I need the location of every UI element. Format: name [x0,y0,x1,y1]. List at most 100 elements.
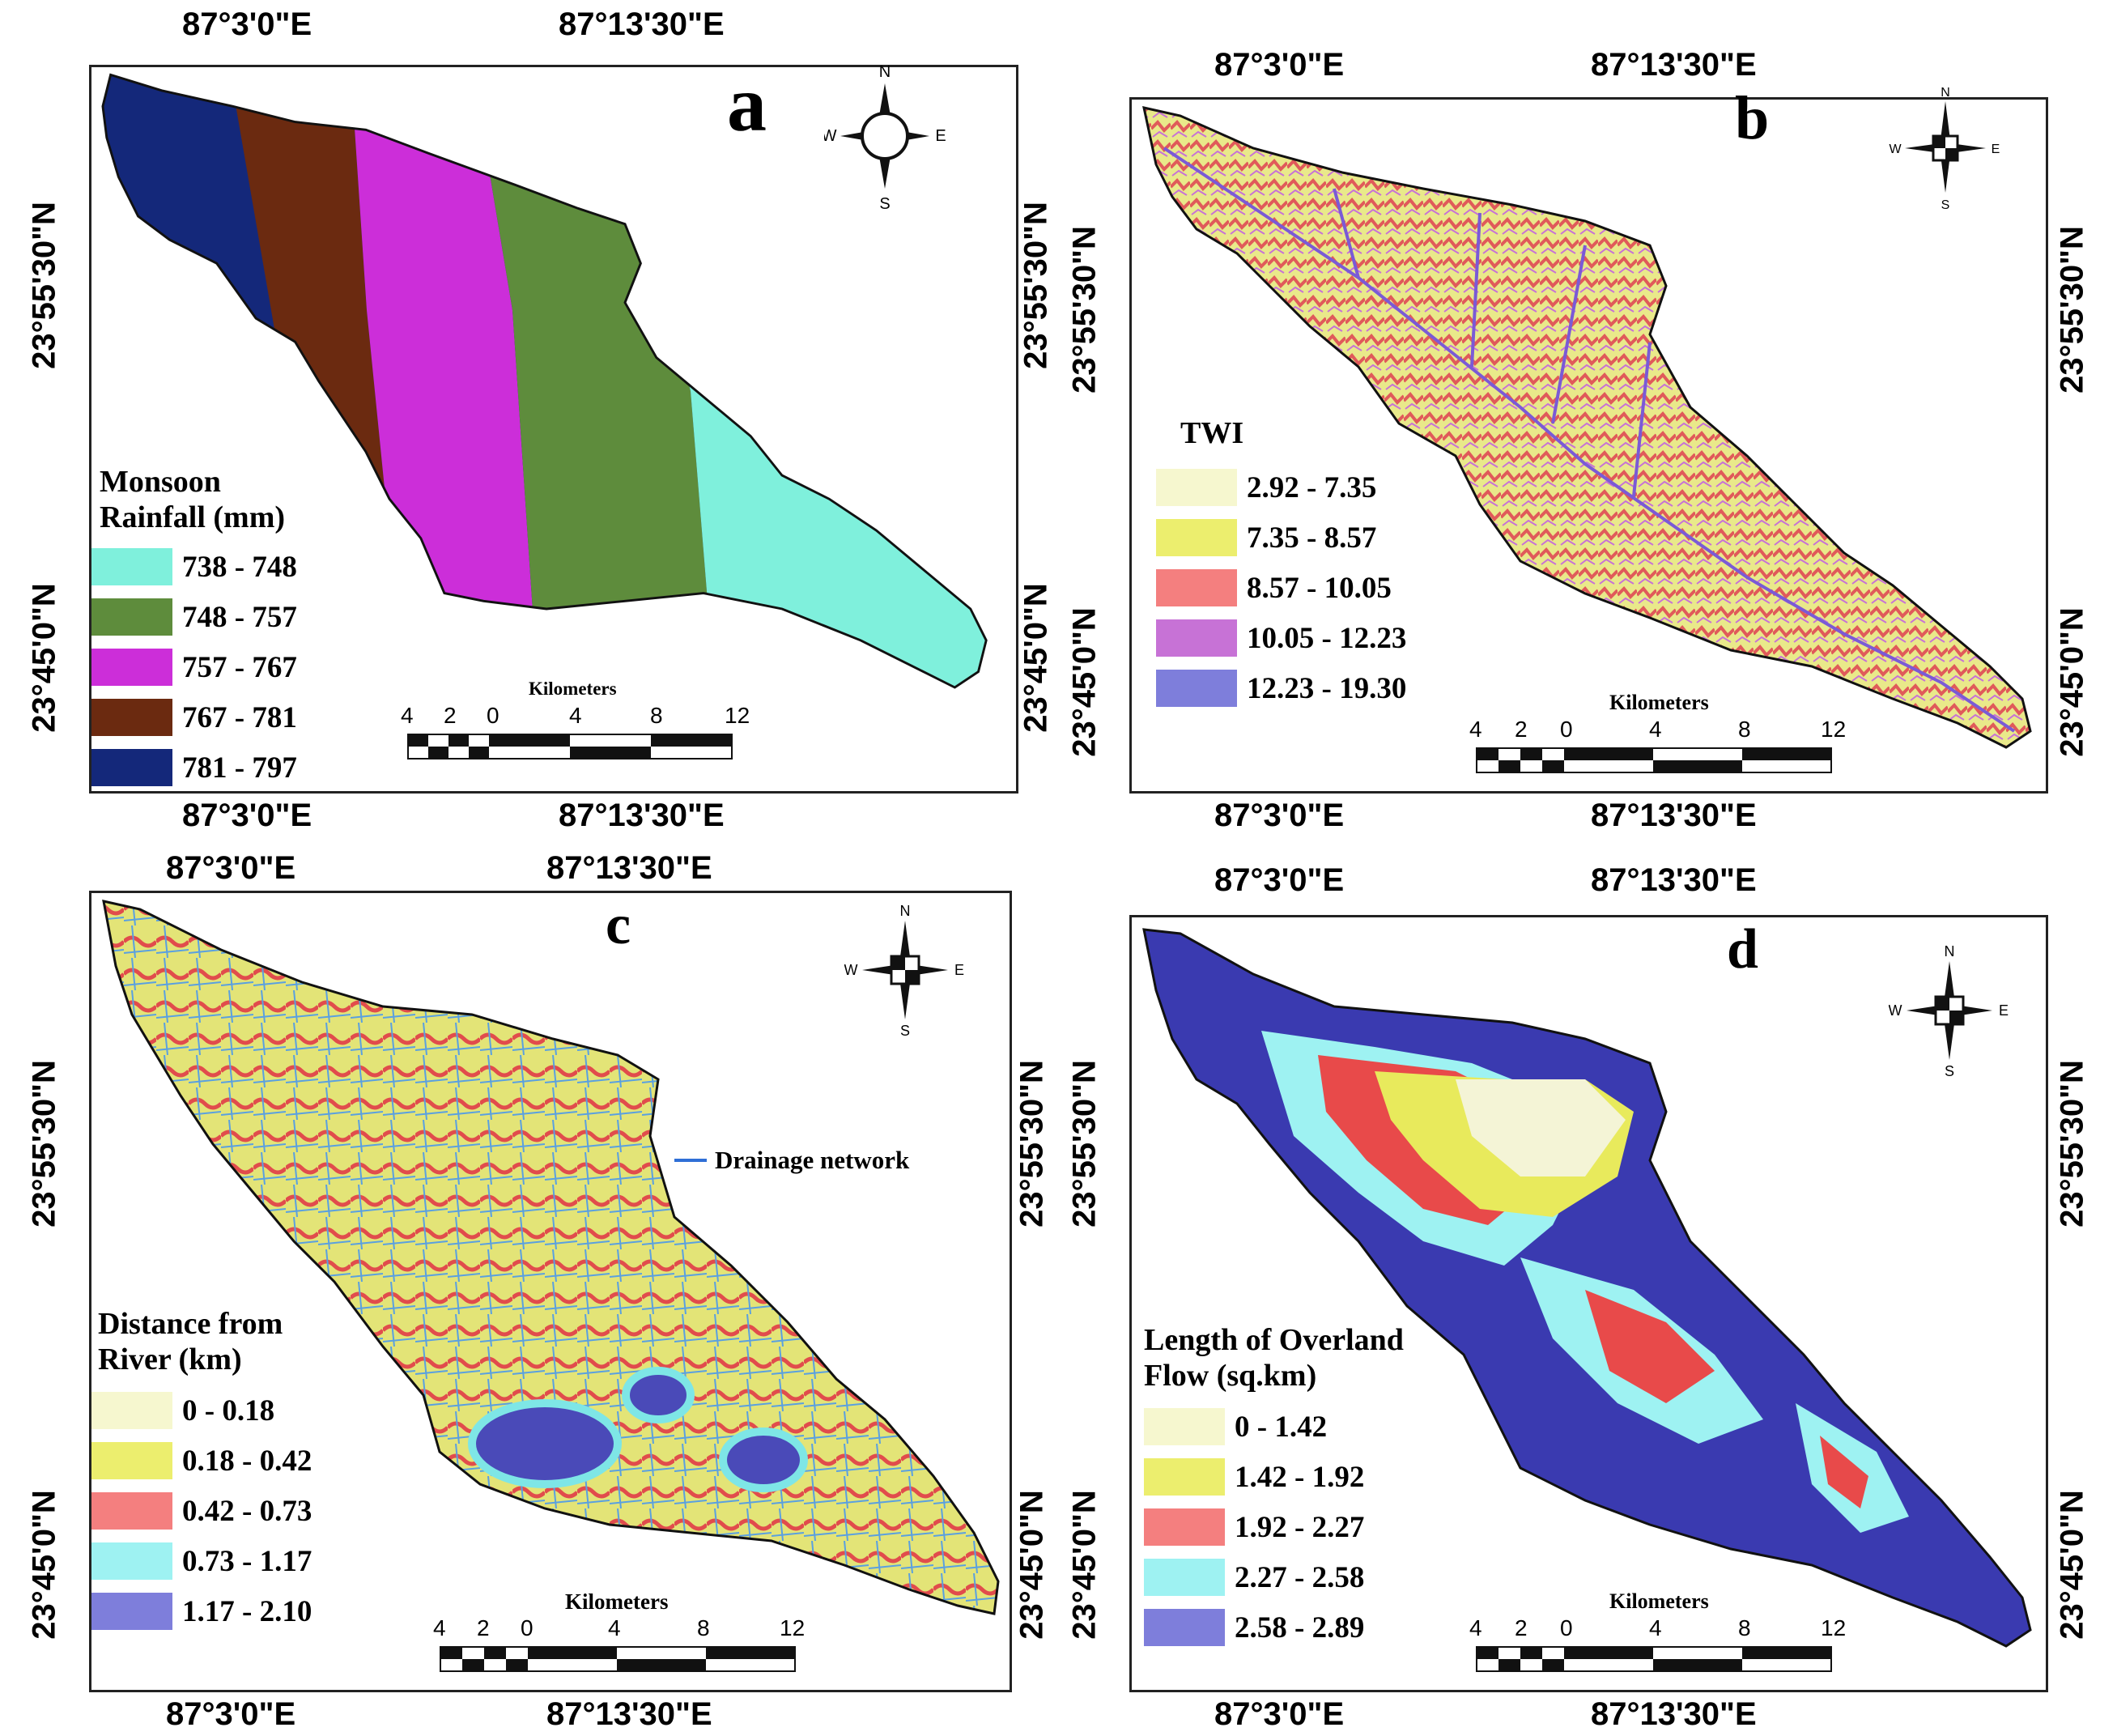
map-panel-b: 87°3'0"E 87°13'30"E b [1052,0,2117,850]
scale-label-2: 2 [444,703,457,728]
scale-label-0: 0 [1560,717,1573,742]
scale-bar: Kilometers 4 2 0 4 8 12 [433,1589,812,1679]
legend: Length of Overland Flow (sq.km) 0 - 1.42… [1144,1322,1404,1653]
left-tick-2: 23°45'0"N [1066,1490,1103,1640]
legend-swatch [91,548,172,585]
legend-swatch [91,749,172,786]
scale-label-12: 12 [1821,717,1847,742]
compass-e: E [954,962,964,978]
legend-title-line-2: Rainfall (mm) [100,500,286,534]
compass-n: N [1941,86,1950,100]
legend-label: 7.35 - 8.57 [1247,521,1377,555]
compass-rose: N S W E [1889,83,2002,213]
legend-swatch [1144,1609,1225,1646]
legend-swatch [1144,1458,1225,1496]
legend-swatch [91,1492,172,1530]
scale-title: Kilometers [565,1589,669,1614]
legend-title-line-2: River (km) [98,1342,242,1376]
legend-item: 1.42 - 1.92 [1144,1452,1404,1502]
bottom-tick-2: 87°13'30"E [1591,1696,1757,1732]
legend-label: 0.18 - 0.42 [182,1444,312,1478]
scale-label-4-left: 4 [1469,1615,1482,1640]
drainage-lines [1163,147,2016,733]
panel-letter: c [606,894,631,956]
compass-s: S [1945,1063,1954,1079]
legend-label: 0 - 1.42 [1235,1410,1328,1444]
legend-label: 0.42 - 0.73 [182,1494,312,1528]
drainage-network-annotation: Drainage network [674,1146,909,1175]
scale-title: Kilometers [1609,1589,1709,1613]
legend-swatch [91,1542,172,1580]
scale-label-2: 2 [477,1615,490,1640]
legend-item: 767 - 781 [91,692,297,742]
top-tick-2: 87°13'30"E [1591,47,1757,83]
legend-item: 2.92 - 7.35 [1156,462,1406,513]
scale-label-4-left: 4 [401,703,414,728]
legend-label: 2.92 - 7.35 [1247,470,1377,504]
legend-label: 1.17 - 2.10 [182,1594,312,1628]
legend-label: 1.92 - 2.27 [1235,1510,1365,1544]
legend-label: 8.57 - 10.05 [1247,571,1392,605]
legend-swatch [91,649,172,686]
bottom-tick-2: 87°13'30"E [1591,798,1757,833]
legend: TWI 2.92 - 7.35 7.35 - 8.57 8.57 - 10.05… [1156,415,1406,713]
compass-icon: N S W E [822,63,946,213]
scale-label-8: 8 [697,1615,710,1640]
legend-swatch [1144,1408,1225,1445]
legend-title-line-1: TWI [1180,416,1244,450]
legend-label: 2.27 - 2.58 [1235,1560,1365,1594]
scale-label-0: 0 [487,703,499,728]
scale-label-4: 4 [1649,717,1662,742]
compass-w: W [1889,1002,1902,1019]
right-tick-2: 23°45'0"N [2054,607,2090,757]
watershed-map-b [1142,106,2032,749]
right-tick-1: 23°55'30"N [2054,226,2090,394]
legend-title-line-1: Monsoon [100,465,221,499]
watershed-map-c [102,900,1000,1615]
scale-label-0: 0 [521,1615,534,1640]
scale-bar: Kilometers 4 2 0 4 8 12 [401,679,750,768]
compass-n: N [1945,943,1955,959]
scale-label-4-left: 4 [433,1615,446,1640]
drainage-line-symbol [674,1159,707,1162]
compass-w: W [844,962,858,978]
compass-e: E [1999,1002,2009,1019]
watershed-map-a [101,73,988,689]
legend-label: 738 - 748 [182,550,297,584]
legend-label: 1.42 - 1.92 [1235,1460,1365,1494]
bottom-tick-1: 87°3'0"E [182,798,312,833]
far-zones [468,1367,808,1492]
legend-label: 0.73 - 1.17 [182,1544,312,1578]
scale-label-12: 12 [725,703,750,728]
compass-rose: N S W E [822,59,946,213]
left-tick-2: 23°45'0"N [26,583,62,733]
scale-bar: Kilometers 4 2 0 4 8 12 [1469,691,1848,780]
left-tick-1: 23°55'30"N [26,1060,62,1228]
scale-label-4: 4 [608,1615,621,1640]
compass-n: N [879,63,891,81]
left-tick-1: 23°55'30"N [26,202,62,369]
legend-item: 0.42 - 0.73 [91,1486,312,1536]
legend: Distance from River (km) 0 - 0.18 0.18 -… [91,1306,312,1636]
legend-swatch [91,699,172,736]
watershed-map-d [1142,928,2032,1648]
legend-swatch [1156,670,1237,707]
bottom-tick-1: 87°3'0"E [1214,798,1345,833]
legend-item: 748 - 757 [91,592,297,642]
map-frame: a N S W E Monsoon Rainfall (mm) 738 - 74… [89,61,1018,794]
legend-label: 748 - 757 [182,600,297,634]
left-tick-1: 23°55'30"N [1066,1060,1103,1228]
legend-item: 757 - 767 [91,642,297,692]
bottom-tick-1: 87°3'0"E [1214,1696,1345,1732]
legend-item: 8.57 - 10.05 [1156,563,1406,613]
scale-title: Kilometers [529,679,617,699]
panel-letter: b [1735,84,1770,152]
compass-icon: N S W E [844,903,965,1039]
legend: Monsoon Rainfall (mm) 738 - 748 748 - 75… [91,464,297,793]
bottom-tick-2: 87°13'30"E [546,1696,712,1732]
scale-label-2: 2 [1515,717,1528,742]
map-panel-a: 87°3'0"E 87°13'30"E a [0,0,1054,850]
flow-zones [1261,1031,1909,1533]
scale-label-8: 8 [1738,1615,1751,1640]
legend-swatch [1156,519,1237,556]
